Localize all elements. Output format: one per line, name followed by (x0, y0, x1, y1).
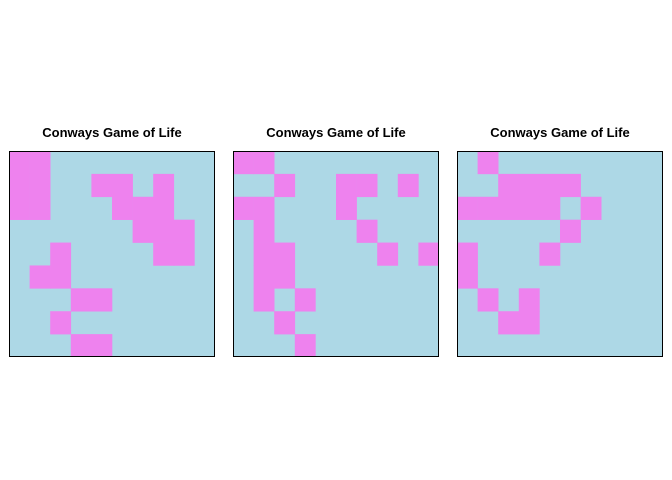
live-cell (91, 173, 113, 198)
live-cell (173, 219, 195, 243)
live-cell (336, 196, 357, 220)
live-cell (153, 219, 175, 243)
panel-title: Conways Game of Life (266, 125, 406, 140)
live-cell (112, 173, 133, 198)
live-cell (9, 196, 30, 220)
live-cell (132, 196, 154, 220)
live-cell (294, 288, 316, 312)
live-cell (397, 173, 419, 198)
live-cell (29, 196, 51, 220)
life-board-2 (233, 151, 439, 357)
live-cell (153, 242, 175, 266)
live-cell (153, 196, 175, 220)
live-cell (29, 265, 51, 289)
live-cell (477, 196, 499, 220)
life-board-3 (457, 151, 663, 357)
live-cell (457, 196, 478, 220)
live-cell (253, 265, 275, 289)
live-cell (233, 196, 254, 220)
live-cell (457, 265, 478, 289)
live-cell (253, 288, 275, 312)
live-cell (233, 151, 254, 175)
live-cell (29, 151, 51, 175)
board-border (233, 151, 439, 357)
live-cell (70, 288, 92, 312)
live-cell (50, 242, 72, 266)
live-cell (274, 242, 296, 266)
live-cell (274, 311, 296, 335)
live-cell (112, 196, 133, 220)
live-cell (356, 173, 378, 198)
live-cell (518, 288, 540, 312)
live-cell (9, 173, 30, 198)
live-cell (356, 219, 378, 243)
live-cell (91, 288, 113, 312)
live-cell (29, 173, 51, 198)
live-cell (173, 242, 195, 266)
live-cell (498, 311, 520, 335)
live-cell (580, 196, 602, 220)
live-cell (539, 173, 561, 198)
live-cell (560, 173, 581, 198)
board-border (9, 151, 215, 357)
life-board-1 (9, 151, 215, 357)
live-cell (377, 242, 399, 266)
live-cell (539, 196, 561, 220)
live-cell (477, 151, 499, 175)
live-cell (253, 242, 275, 266)
live-cell (50, 265, 72, 289)
live-cell (9, 151, 30, 175)
live-cell (418, 242, 439, 266)
live-cell (336, 173, 357, 198)
live-cell (457, 242, 478, 266)
live-cell (50, 311, 72, 335)
live-cell (274, 265, 296, 289)
live-cell (91, 334, 113, 357)
live-cell (253, 219, 275, 243)
live-cell (498, 196, 520, 220)
board-border (457, 151, 663, 357)
live-cell (518, 173, 540, 198)
live-cell (477, 288, 499, 312)
panel-title: Conways Game of Life (42, 125, 182, 140)
live-cell (498, 173, 520, 198)
live-cell (518, 311, 540, 335)
live-cell (518, 196, 540, 220)
live-cell (70, 334, 92, 357)
live-cell (539, 242, 561, 266)
live-cell (560, 219, 581, 243)
panel-title: Conways Game of Life (490, 125, 630, 140)
live-cell (153, 173, 175, 198)
live-cell (253, 196, 275, 220)
live-cell (294, 334, 316, 357)
live-cell (274, 173, 296, 198)
live-cell (253, 151, 275, 175)
live-cell (132, 219, 154, 243)
